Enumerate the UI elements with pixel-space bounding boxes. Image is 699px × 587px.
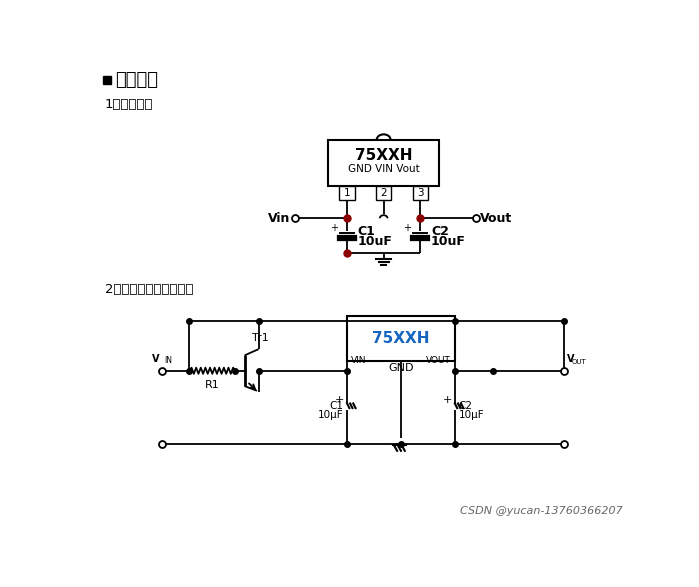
Text: V: V [152,354,159,364]
Text: 75XXH: 75XXH [373,331,430,346]
Text: C1: C1 [358,225,376,238]
Bar [340,186,355,200]
Text: 75XXH: 75XXH [355,148,412,163]
Text: GND VIN Vout: GND VIN Vout [348,164,419,174]
Bar [328,140,440,186]
Text: V: V [568,354,575,364]
Text: 2、高输出电流稳唸电路: 2、高输出电流稳唸电路 [105,284,193,296]
Text: 10μF: 10μF [459,410,484,420]
Bar [412,186,428,200]
Text: VIN: VIN [351,356,366,365]
Bar [376,186,391,200]
Bar [103,76,110,83]
Text: +: + [335,394,344,404]
Text: 3: 3 [417,188,424,198]
Text: +: + [330,222,338,232]
Text: C1: C1 [329,401,343,411]
Text: 1: 1 [344,188,350,198]
Text: C2: C2 [431,225,449,238]
Text: C2: C2 [459,401,473,411]
Text: Vout: Vout [480,212,512,225]
Text: +: + [403,222,411,232]
Text: 1、基本电路: 1、基本电路 [105,98,153,111]
Bar [347,316,455,361]
Text: 10uF: 10uF [431,235,466,248]
Text: GND: GND [388,363,414,373]
Text: 10uF: 10uF [358,235,393,248]
Text: CSDN @yucan-13760366207: CSDN @yucan-13760366207 [460,506,623,517]
Text: Tr1: Tr1 [252,333,269,343]
Text: +: + [442,394,452,404]
Text: 应用电路: 应用电路 [115,70,158,89]
Text: 2: 2 [380,188,387,198]
Text: VOUT: VOUT [426,356,451,365]
Text: R1: R1 [205,380,219,390]
Text: 10μF: 10μF [317,410,343,420]
Text: IN: IN [164,356,172,365]
Text: OUT: OUT [572,359,586,365]
Text: Vin: Vin [268,212,290,225]
